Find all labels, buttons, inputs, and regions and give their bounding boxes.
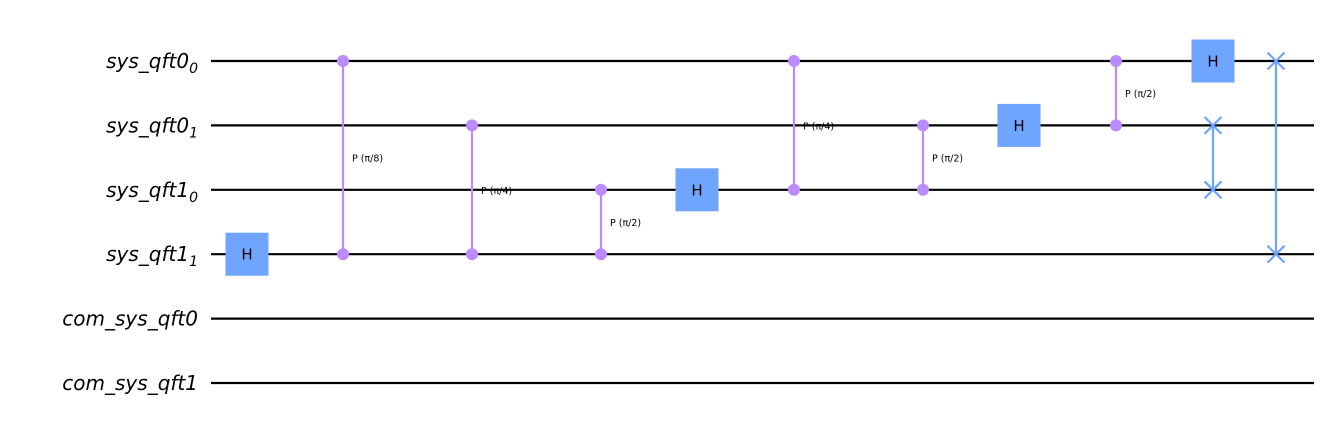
control-dot: [466, 248, 478, 261]
controlled-phase-gate: P (π/4): [788, 55, 834, 196]
hadamard-gate-label: H: [1207, 53, 1218, 71]
control-dot: [917, 119, 929, 132]
qubit-label-name: sys_qft0: [106, 49, 189, 73]
qubit-label: sys_qft11: [106, 242, 198, 270]
control-dot: [788, 183, 800, 196]
hadamard-gate-box: [225, 232, 269, 276]
control-dot: [595, 248, 607, 261]
qubit-label-name: sys_qft0: [106, 113, 189, 137]
gates-layer: H P (π/8) P (π/4) P (π/2) H P (π/4) P (π/2) H P …: [225, 39, 1286, 276]
control-dot: [1110, 55, 1122, 67]
hadamard-gate: H: [675, 168, 719, 212]
hadamard-gate: H: [1191, 39, 1235, 83]
qubit-label-name: com_sys_qft1: [62, 371, 198, 395]
swap-cross-icon: [1266, 51, 1286, 71]
qubit-label-subscript: 0: [189, 61, 198, 77]
phase-parameter-label: P (π/2): [1125, 89, 1156, 100]
hadamard-gate-box: [675, 168, 719, 212]
phase-parameter-label: P (π/2): [610, 218, 641, 229]
qubit-label: com_sys_qft0: [62, 307, 198, 331]
phase-parameter-label: P (π/4): [481, 186, 512, 197]
control-dot: [337, 55, 349, 67]
qubit-label-name: sys_qft1: [106, 242, 189, 266]
phase-parameter-label: P (π/8): [352, 154, 383, 165]
controlled-phase-gate: P (π/2): [917, 119, 963, 196]
qubit-label-subscript: 0: [189, 190, 198, 206]
control-dot: [466, 119, 478, 132]
phase-parameter-label: P (π/4): [803, 121, 834, 132]
qubit-label: sys_qft10: [106, 178, 198, 206]
hadamard-gate-label: H: [241, 246, 252, 264]
hadamard-gate: H: [997, 103, 1041, 147]
qubit-label: sys_qft01: [106, 113, 198, 141]
qubit-label-subscript: 1: [189, 125, 198, 141]
qubit-label-name: sys_qft1: [106, 178, 189, 202]
qubit-label-subscript: 1: [189, 254, 198, 270]
hadamard-gate-box: [997, 103, 1041, 147]
control-dot: [595, 183, 607, 196]
swap-gate: [1266, 51, 1286, 264]
control-dot: [337, 248, 349, 261]
controlled-phase-gate: P (π/2): [595, 183, 641, 261]
control-dot: [917, 183, 929, 196]
swap-cross-icon: [1203, 180, 1223, 200]
control-dot: [1110, 119, 1122, 132]
swap-cross-icon: [1266, 244, 1286, 264]
controlled-phase-gate: P (π/2): [1110, 55, 1156, 132]
phase-parameter-label: P (π/2): [932, 154, 963, 165]
hadamard-gate: H: [225, 232, 269, 276]
controlled-phase-gate: P (π/8): [337, 55, 383, 261]
qubit-label: sys_qft00: [106, 49, 198, 77]
hadamard-gate-box: [1191, 39, 1235, 83]
swap-cross-icon: [1203, 116, 1223, 135]
control-dot: [788, 55, 800, 67]
hadamard-gate-label: H: [1013, 117, 1024, 135]
swap-gate: [1203, 116, 1223, 200]
qubit-label: com_sys_qft1: [62, 371, 198, 395]
qubit-label-name: com_sys_qft0: [62, 307, 198, 331]
hadamard-gate-label: H: [691, 181, 702, 199]
qubit-labels-layer: sys_qft00sys_qft01sys_qft10sys_qft11com_…: [62, 49, 198, 395]
wires-layer: [211, 59, 1314, 385]
controlled-phase-gate: P (π/4): [466, 119, 512, 261]
